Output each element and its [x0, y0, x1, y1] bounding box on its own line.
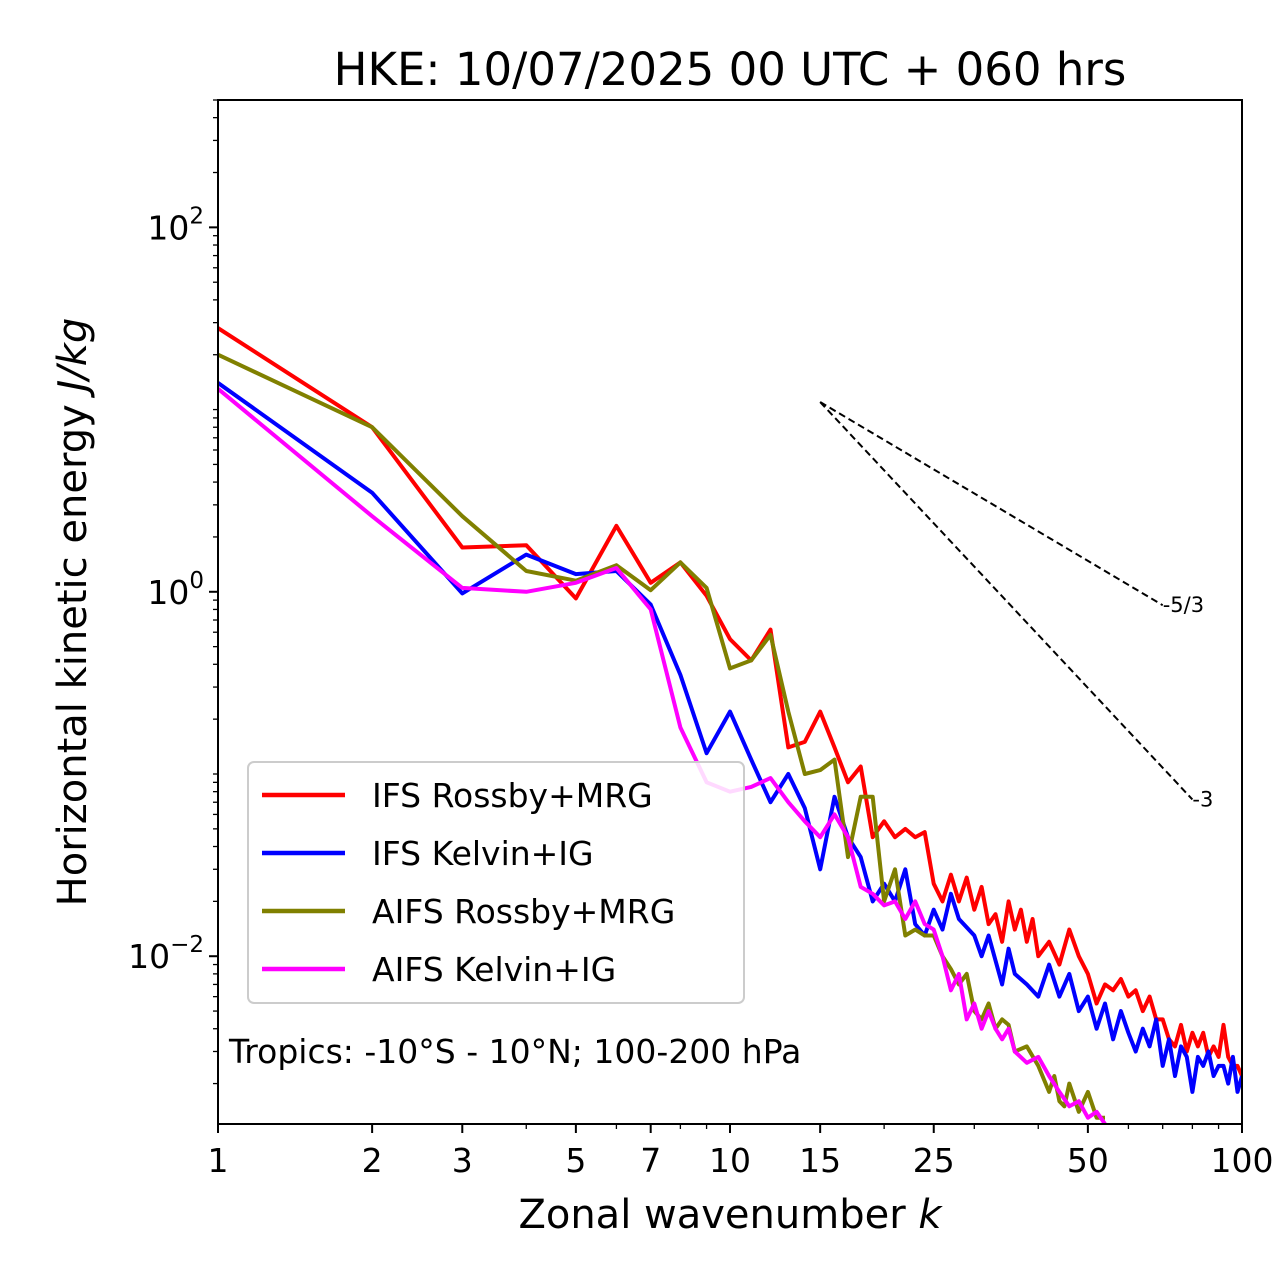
x-tick-label: 10: [709, 1141, 751, 1180]
x-tick-label: 7: [640, 1141, 661, 1180]
chart-title: HKE: 10/07/2025 00 UTC + 060 hrs: [334, 43, 1127, 96]
series-line: [218, 381, 1242, 1094]
reference-slope-labels: -5/3 -3: [1163, 593, 1214, 811]
region-annotation: Tropics: -10°S - 10°N; 100-200 hPa: [228, 1032, 801, 1071]
x-tick-label: 2: [362, 1141, 383, 1180]
x-tick-label: 15: [799, 1141, 841, 1180]
series-line: [218, 352, 1105, 1120]
reference-slope-lines: [819, 401, 1194, 801]
y-axis-label-text: Horizontal kinetic energy: [50, 404, 96, 906]
y-tick-label: 100: [147, 568, 204, 612]
y-tick-exponent: 2: [189, 203, 204, 229]
x-tick-label: 5: [565, 1141, 586, 1180]
x-axis-label-text: Zonal wavenumber: [518, 1192, 906, 1238]
x-tick-label: 3: [452, 1141, 473, 1180]
reference-line: [819, 401, 1164, 607]
y-axis-label-units: J/kg: [50, 318, 96, 399]
y-tick-label: 10−2: [128, 932, 204, 976]
y-tick-base: 10: [147, 208, 189, 247]
series-line: [218, 387, 1107, 1124]
x-tick-label: 100: [1211, 1141, 1274, 1180]
reference-line-label: -5/3: [1163, 593, 1204, 617]
x-tick-label: 25: [913, 1141, 955, 1180]
x-axis-ticks: 1 2 3 5 7 10 15 25 50 100: [208, 1124, 1274, 1180]
reference-line: [819, 401, 1194, 801]
legend-label: IFS Kelvin+IG: [372, 834, 594, 873]
legend-label: AIFS Kelvin+IG: [372, 950, 616, 989]
y-tick-exponent: 0: [189, 568, 204, 594]
legend-label: IFS Rossby+MRG: [372, 776, 653, 815]
y-axis-label: Horizontal kinetic energy J/kg: [50, 318, 96, 907]
y-tick-label: 102: [147, 203, 204, 247]
y-tick-base: 10: [147, 573, 189, 612]
y-tick-exponent: −2: [170, 932, 204, 958]
reference-line-label: -3: [1192, 787, 1213, 811]
x-axis-label-variable: k: [918, 1192, 943, 1238]
x-axis-label: Zonal wavenumber k: [518, 1192, 943, 1238]
legend-box: [247, 761, 745, 1004]
x-tick-label: 1: [208, 1141, 229, 1180]
series-lines: [218, 326, 1242, 1124]
legend: IFS Rossby+MRG IFS Kelvin+IG AIFS Rossby+M…: [247, 761, 745, 1004]
y-tick-base: 10: [128, 937, 170, 976]
x-tick-label: 50: [1067, 1141, 1109, 1180]
legend-label: AIFS Rossby+MRG: [372, 892, 675, 931]
series-line: [218, 326, 1242, 1077]
